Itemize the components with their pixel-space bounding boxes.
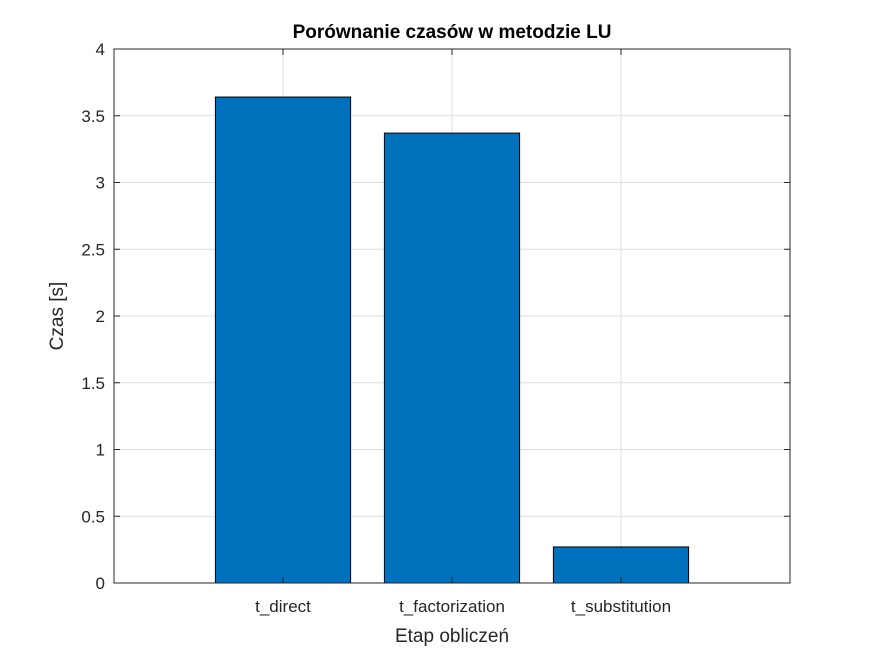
y-axis-label: Czas [s] (47, 282, 68, 351)
y-tick-label: 0 (96, 574, 105, 593)
y-tick-label: 1 (96, 441, 105, 460)
chart-title: Porównanie czasów w metodzie LU (293, 22, 612, 43)
y-tick-label: 4 (96, 40, 105, 59)
y-tick-label: 3 (96, 174, 105, 193)
bar-t_factorization (383, 132, 521, 584)
y-tick-label: 2.5 (81, 240, 105, 259)
y-tick-label: 1.5 (81, 374, 105, 393)
y-ticks: 0 0.5 1 1.5 2 2.5 3 3.5 4 (81, 40, 790, 593)
x-tick-label: t_direct (255, 597, 311, 616)
bar-t_direct (214, 96, 352, 584)
x-tick-label: t_factorization (399, 597, 505, 616)
bars-layer (214, 96, 690, 584)
x-axis-label: Etap obliczeń (395, 626, 509, 647)
y-tick-label: 2 (96, 307, 105, 326)
y-tick-label: 3.5 (81, 107, 105, 126)
x-tick-label: t_substitution (571, 597, 671, 616)
x-ticks: t_direct t_factorization t_substitution (255, 49, 671, 616)
y-tick-label: 0.5 (81, 507, 105, 526)
